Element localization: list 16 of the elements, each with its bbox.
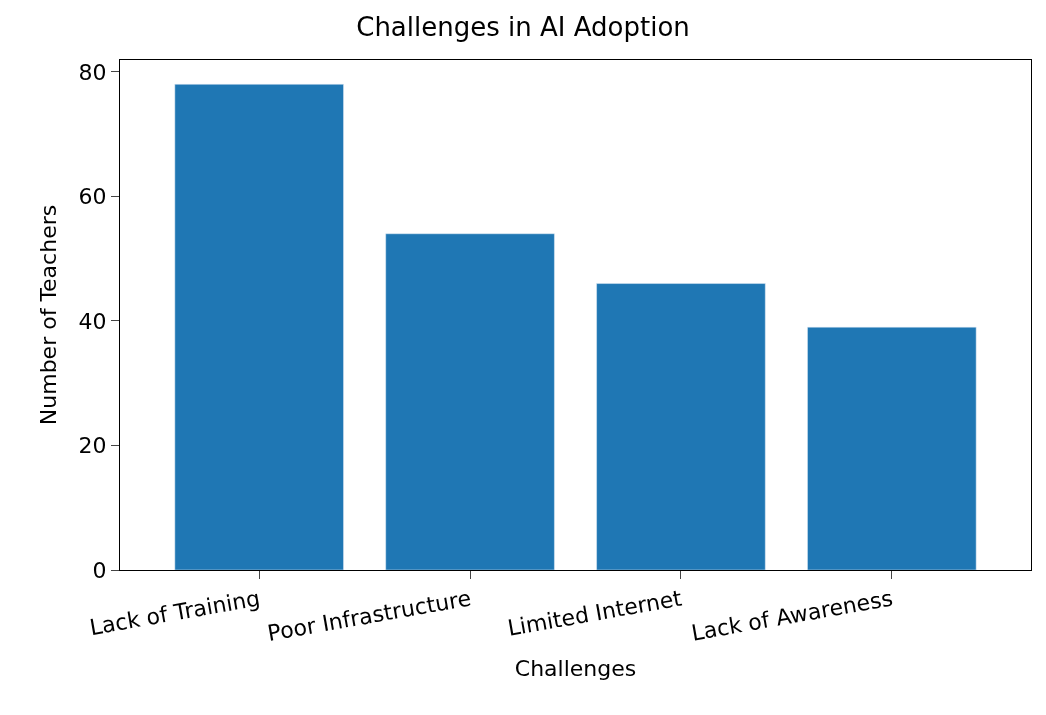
x-tick-label: Poor Infrastructure	[265, 585, 473, 646]
y-tick-label: 40	[78, 308, 107, 334]
bar	[385, 233, 555, 570]
x-tick-label: Lack of Awareness	[689, 585, 895, 646]
bar	[174, 84, 344, 570]
y-tick-label: 0	[92, 557, 107, 583]
y-tick-label: 60	[78, 184, 107, 210]
x-tick-label: Limited Internet	[505, 585, 685, 641]
y-tick-label: 20	[78, 433, 107, 459]
bar	[596, 283, 766, 570]
bar	[807, 326, 977, 570]
y-tick-label: 80	[78, 59, 107, 85]
x-axis-title: Challenges	[514, 655, 637, 681]
chart-title: Challenges in AI Adoption	[356, 12, 690, 43]
y-axis-title: Number of Teachers	[36, 204, 62, 426]
x-tick-label: Lack of Training	[87, 585, 262, 641]
